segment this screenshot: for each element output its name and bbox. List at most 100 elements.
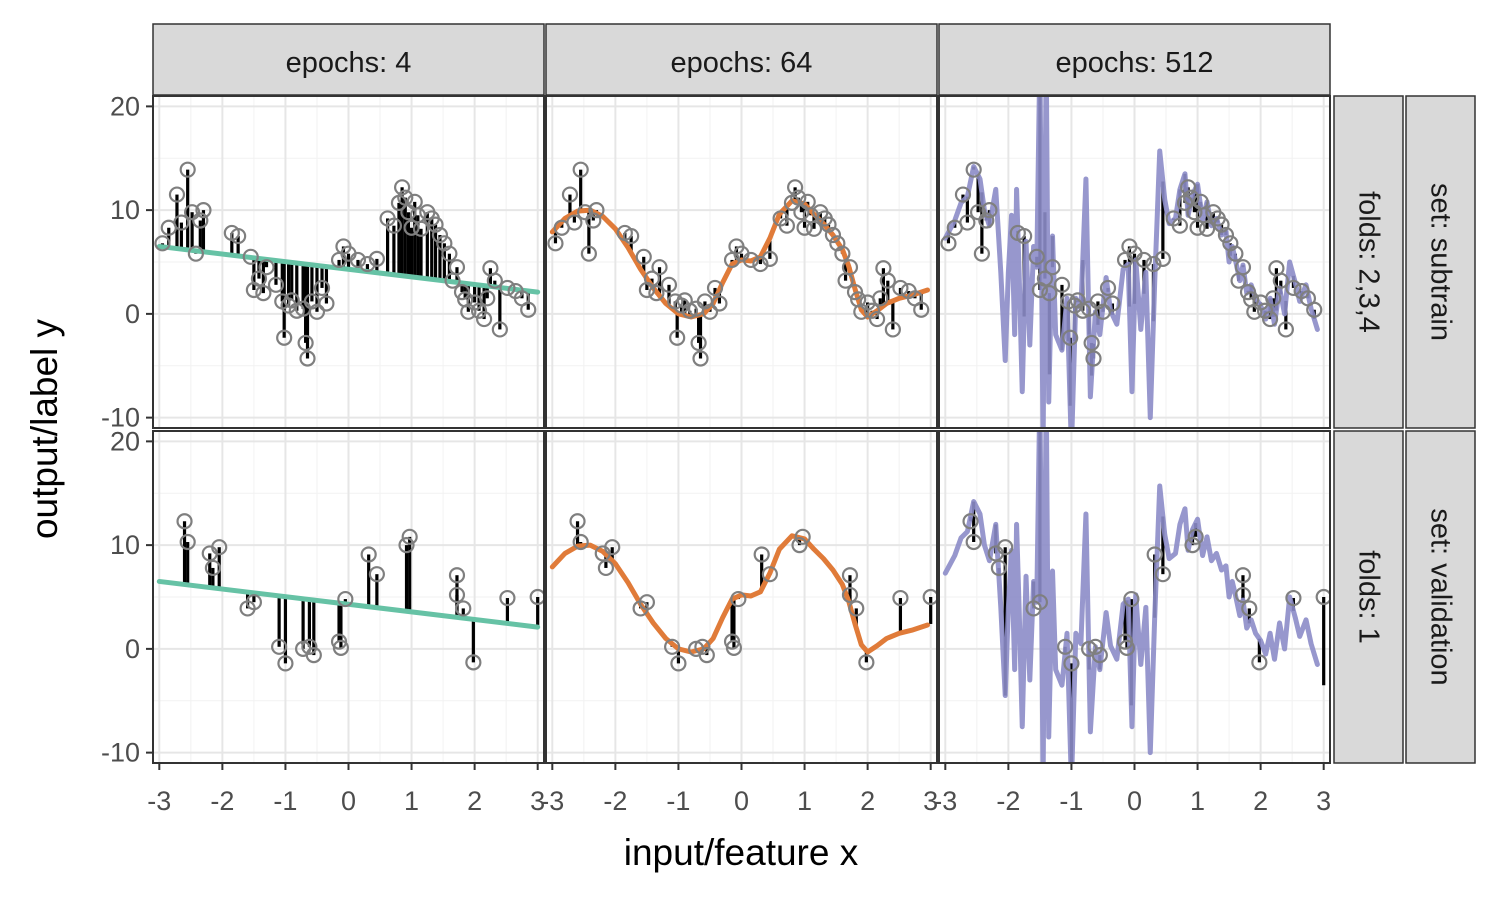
data-point — [1041, 285, 1058, 302]
data-point — [465, 654, 482, 671]
x-tick-label: 0 — [341, 786, 356, 816]
data-point — [305, 646, 322, 664]
data-point — [195, 202, 212, 219]
data-point — [892, 589, 909, 607]
data-point — [1234, 259, 1252, 276]
data-point — [401, 528, 418, 545]
data-point — [820, 216, 837, 233]
data-point — [965, 161, 982, 178]
data-point — [529, 588, 544, 606]
data-point — [1083, 334, 1100, 352]
column-strip-label: epochs: 4 — [286, 47, 412, 79]
y-tick-label: -10 — [101, 738, 140, 768]
panel-border — [938, 95, 1331, 429]
data-point — [332, 639, 350, 656]
row-strip-folds-label: folds: 2,3,4 — [1353, 191, 1385, 333]
data-point — [690, 334, 707, 352]
y-tick-label: 10 — [110, 530, 140, 560]
data-point — [204, 559, 222, 577]
data-point — [1256, 302, 1274, 319]
data-point — [648, 285, 665, 302]
data-point — [841, 567, 859, 584]
data-point — [846, 283, 864, 301]
data-point — [313, 279, 331, 297]
x-tick-label: 2 — [860, 786, 875, 816]
data-point — [761, 566, 778, 583]
data-point — [499, 589, 516, 607]
data-point — [643, 270, 661, 287]
data-point — [486, 272, 503, 289]
data-point — [791, 537, 808, 554]
data-point — [588, 202, 605, 219]
data-point — [1187, 528, 1204, 545]
x-tick-label: -2 — [996, 786, 1020, 816]
data-point — [368, 566, 385, 583]
data-point — [1239, 283, 1257, 301]
data-point — [1285, 589, 1302, 607]
data-point — [1234, 586, 1252, 604]
x-tick-label: 3 — [923, 786, 938, 816]
data-point — [778, 217, 796, 234]
data-point — [176, 513, 193, 530]
row-strip-folds-label: folds: 1 — [1353, 550, 1385, 644]
data-point — [258, 259, 275, 276]
x-tick-label: 0 — [734, 786, 749, 816]
data-point — [255, 285, 272, 302]
data-point — [753, 546, 770, 563]
x-tick-label: -2 — [603, 786, 627, 816]
data-point — [1241, 600, 1258, 617]
data-point — [1251, 654, 1268, 671]
data-point — [179, 533, 196, 551]
data-point — [1094, 303, 1112, 320]
data-point — [431, 226, 449, 244]
x-tick-label: 2 — [467, 786, 482, 816]
data-point — [572, 161, 589, 178]
data-point — [954, 186, 972, 203]
data-point — [192, 212, 209, 229]
data-point — [692, 350, 709, 367]
data-point — [959, 214, 976, 231]
data-point — [973, 245, 990, 262]
data-point — [455, 600, 472, 617]
data-point — [448, 567, 466, 584]
data-point — [520, 301, 537, 318]
data-point — [267, 276, 285, 293]
data-point — [1189, 219, 1206, 236]
data-point — [752, 255, 769, 273]
panel-r1-c1 — [546, 431, 937, 763]
data-point — [1135, 251, 1153, 269]
data-point — [1099, 279, 1117, 297]
panel-r1-c0 — [153, 431, 544, 763]
row-strip-folds — [1333, 430, 1404, 764]
data-point — [398, 537, 415, 554]
row-strip-set-label: set: validation — [1425, 508, 1457, 685]
data-point — [308, 303, 326, 320]
data-point — [884, 321, 901, 338]
panel-r1-c2 — [939, 431, 1330, 763]
data-point — [184, 204, 201, 221]
data-point — [479, 290, 496, 307]
data-point — [1213, 216, 1230, 233]
data-point — [368, 250, 385, 267]
data-point — [790, 189, 807, 206]
data-point — [576, 204, 594, 221]
data-point — [1285, 279, 1302, 297]
data-point — [271, 638, 288, 655]
row-strip-set — [1405, 95, 1476, 429]
data-point — [962, 513, 979, 530]
row-strip-folds — [1333, 95, 1404, 429]
y-tick-label: 20 — [110, 91, 140, 121]
data-point — [1277, 321, 1294, 338]
data-point — [1183, 189, 1200, 206]
data-point — [1265, 290, 1282, 307]
data-point — [1171, 217, 1189, 234]
data-point — [848, 600, 865, 617]
data-point — [965, 533, 982, 551]
data-point — [1198, 220, 1216, 237]
data-point — [173, 214, 190, 231]
data-point — [187, 245, 204, 262]
data-point — [1145, 255, 1162, 273]
y-tick-label: -10 — [101, 403, 140, 433]
data-point — [913, 301, 930, 318]
